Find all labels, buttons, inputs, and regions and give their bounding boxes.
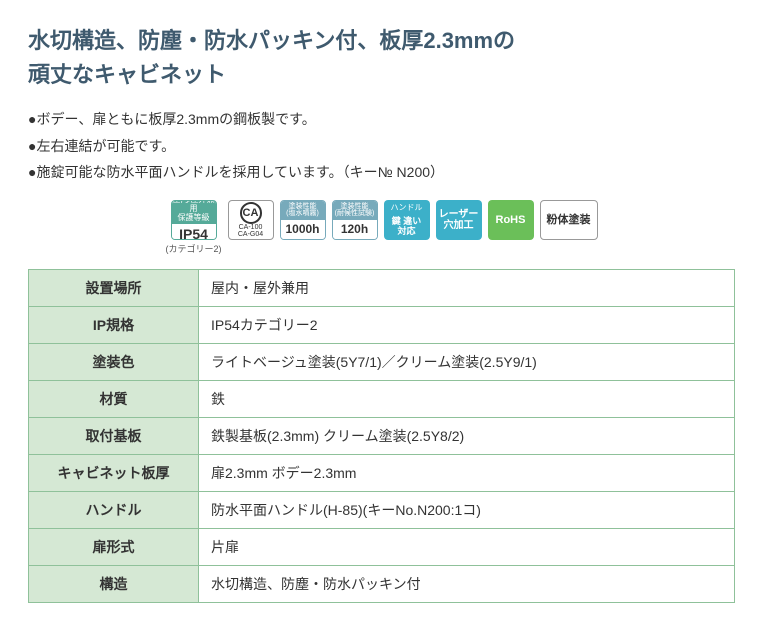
bullet-item: 施錠可能な防水平面ハンドルを採用しています。（キー№ N200） [28,159,735,186]
spec-table: 設置場所屋内・屋外兼用 IP規格IP54カテゴリー2 塗装色ライトベージュ塗装(… [28,269,735,603]
bullet-text: ボデー、扉ともに板厚2.3mmの鋼板製です。 [36,111,315,127]
badge-laser: レーザー穴加工 [436,200,482,240]
badge-ca-wrap: CA CA-100CA-G04 [228,200,274,240]
badge-ip54-bot: IP54 [172,224,216,240]
spec-label: キャビネット板厚 [29,454,199,491]
table-row: 塗装色ライトベージュ塗装(5Y7/1)／クリーム塗装(2.5Y9/1) [29,343,735,380]
spec-tbody: 設置場所屋内・屋外兼用 IP規格IP54カテゴリー2 塗装色ライトベージュ塗装(… [29,269,735,602]
badge-ca-circle: CA [240,202,262,224]
badge-handle-bot: 鍵 違い対応 [384,214,430,239]
bullet-text: 施錠可能な防水平面ハンドルを採用しています。（キー№ N200） [36,164,444,180]
badge-ip54-top: 屋内/屋外兼用保護等級 [172,200,216,225]
spec-value: 屋内・屋外兼用 [199,269,735,306]
badge-1000h-top: 塗装性能(塩水噴霧) [281,201,325,220]
table-row: 材質鉄 [29,380,735,417]
badge-ca: CA CA-100CA-G04 [228,200,274,240]
spec-value: 片扉 [199,528,735,565]
table-row: 扉形式片扉 [29,528,735,565]
badge-handle-top: ハンドル [384,200,430,215]
bullet-item: ボデー、扉ともに板厚2.3mmの鋼板製です。 [28,106,735,133]
badge-handle-wrap: ハンドル 鍵 違い対応 [384,200,430,240]
badge-1000h-bot: 1000h [281,220,325,239]
heading-line1: 水切構造、防塵・防水パッキン付、板厚2.3mmの [28,28,515,53]
badge-120h-wrap: 塗装性能(耐候性試験) 120h [332,200,378,240]
bullet-item: 左右連結が可能です。 [28,133,735,160]
badge-row: 屋内/屋外兼用保護等級 IP54 (カテゴリー2) CA CA-100CA-G0… [28,200,735,255]
spec-value: 水切構造、防塵・防水パッキン付 [199,565,735,602]
spec-label: 材質 [29,380,199,417]
heading-line2: 頑丈なキャビネット [28,62,226,87]
badge-laser-wrap: レーザー穴加工 [436,200,482,240]
badge-120h-bot: 120h [333,220,377,239]
spec-value: 扉2.3mm ボデー2.3mm [199,454,735,491]
spec-label: IP規格 [29,306,199,343]
spec-value: 鉄製基板(2.3mm) クリーム塗装(2.5Y8/2) [199,417,735,454]
spec-label: 扉形式 [29,528,199,565]
spec-value: IP54カテゴリー2 [199,306,735,343]
badge-rohs: RoHS [488,200,534,240]
badge-ip54-wrap: 屋内/屋外兼用保護等級 IP54 (カテゴリー2) [166,200,222,255]
table-row: 取付基板鉄製基板(2.3mm) クリーム塗装(2.5Y8/2) [29,417,735,454]
badge-powder-wrap: 粉体塗装 [540,200,598,240]
bullet-text: 左右連結が可能です。 [36,138,175,154]
badge-ip54-caption: (カテゴリー2) [166,242,222,255]
spec-label: 設置場所 [29,269,199,306]
table-row: IP規格IP54カテゴリー2 [29,306,735,343]
spec-label: 構造 [29,565,199,602]
table-row: キャビネット板厚扉2.3mm ボデー2.3mm [29,454,735,491]
table-row: ハンドル防水平面ハンドル(H-85)(キーNo.N200:1コ) [29,491,735,528]
spec-label: 塗装色 [29,343,199,380]
badge-ip54: 屋内/屋外兼用保護等級 IP54 [171,200,217,240]
badge-1000h-wrap: 塗装性能(塩水噴霧) 1000h [280,200,326,240]
badge-rohs-wrap: RoHS [488,200,534,240]
spec-label: 取付基板 [29,417,199,454]
badge-1000h: 塗装性能(塩水噴霧) 1000h [280,200,326,240]
spec-label: ハンドル [29,491,199,528]
table-row: 構造水切構造、防塵・防水パッキン付 [29,565,735,602]
table-row: 設置場所屋内・屋外兼用 [29,269,735,306]
spec-value: 鉄 [199,380,735,417]
feature-bullets: ボデー、扉ともに板厚2.3mmの鋼板製です。 左右連結が可能です。 施錠可能な防… [28,106,735,186]
badge-handle: ハンドル 鍵 違い対応 [384,200,430,240]
spec-value: 防水平面ハンドル(H-85)(キーNo.N200:1コ) [199,491,735,528]
badge-120h: 塗装性能(耐候性試験) 120h [332,200,378,240]
spec-value: ライトベージュ塗装(5Y7/1)／クリーム塗装(2.5Y9/1) [199,343,735,380]
badge-powder: 粉体塗装 [540,200,598,240]
badge-120h-top: 塗装性能(耐候性試験) [333,201,377,220]
badge-ca-sub: CA-100CA-G04 [238,224,263,239]
product-heading: 水切構造、防塵・防水パッキン付、板厚2.3mmの 頑丈なキャビネット [28,24,735,92]
